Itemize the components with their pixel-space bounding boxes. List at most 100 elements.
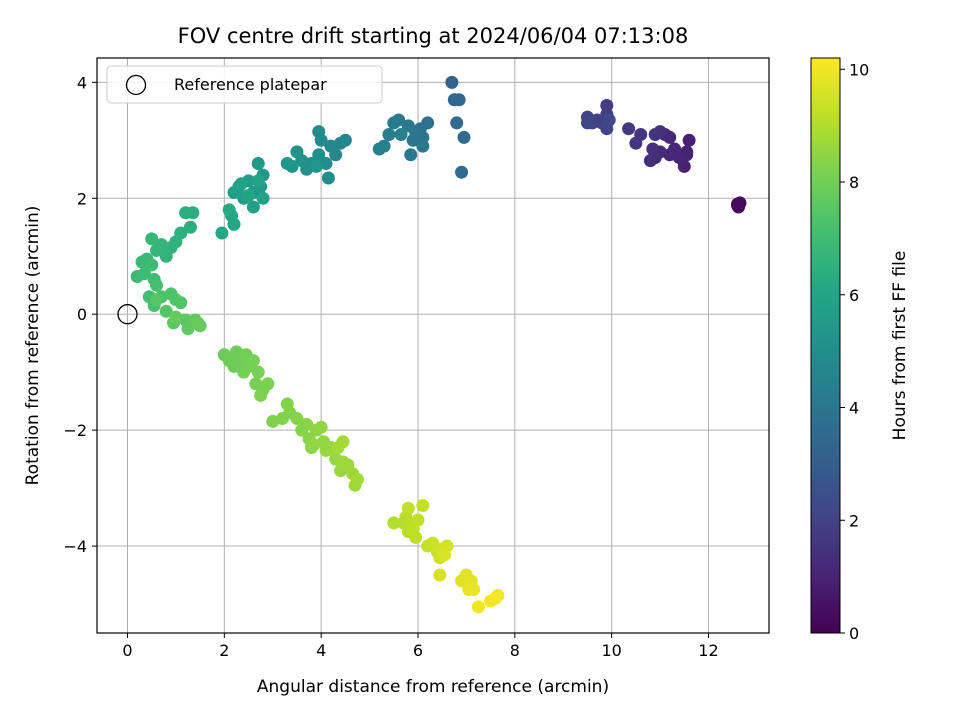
scatter-point: [251, 365, 265, 379]
scatter-point: [234, 177, 248, 191]
scatter-point: [680, 145, 694, 159]
x-tick-label: 10: [601, 641, 621, 660]
scatter-point: [682, 133, 696, 147]
x-tick-label: 4: [316, 641, 326, 660]
scatter-point: [145, 232, 159, 246]
data-points: [130, 75, 747, 614]
scatter-point: [409, 530, 423, 544]
y-tick-label: 2: [77, 189, 87, 208]
y-tick-label: 4: [77, 73, 87, 92]
scatter-point: [290, 412, 304, 426]
scatter-point: [416, 498, 430, 512]
scatter-point: [445, 75, 459, 89]
colorbar-tick-label: 4: [849, 399, 859, 418]
scatter-point: [394, 128, 408, 142]
scatter-point: [731, 198, 745, 212]
x-tick-label: 6: [413, 641, 423, 660]
scatter-point: [491, 588, 505, 602]
scatter-point: [183, 220, 197, 234]
x-axis-ticks: 0 2 4 6 8 10 12: [122, 633, 719, 660]
scatter-point: [314, 420, 328, 434]
x-tick-label: 2: [219, 641, 229, 660]
scatter-point: [159, 249, 173, 263]
scatter-point: [246, 354, 260, 368]
scatter-point: [251, 174, 265, 188]
chart-title: FOV centre drift starting at 2024/06/04 …: [178, 24, 689, 48]
scatter-point: [646, 142, 660, 156]
scatter-point: [191, 316, 205, 330]
scatter-point: [472, 600, 486, 614]
scatter-point: [242, 188, 256, 202]
y-tick-label: 0: [77, 305, 87, 324]
scatter-point: [254, 388, 268, 402]
scatter-point: [169, 310, 183, 324]
scatter-point: [150, 278, 164, 292]
scatter-point: [643, 154, 657, 168]
y-axis-label: Rotation from reference (arcmin): [23, 206, 43, 486]
scatter-point: [324, 139, 338, 153]
scatter-point: [648, 128, 662, 142]
scatter-point: [181, 322, 195, 336]
scatter-point: [622, 122, 636, 136]
colorbar-label: Hours from first FF file: [890, 251, 910, 441]
scatter-point: [237, 365, 251, 379]
scatter-point: [215, 226, 229, 240]
colorbar-tick-label: 10: [849, 60, 869, 79]
colorbar-tick-label: 6: [849, 286, 859, 305]
scatter-point: [300, 417, 314, 431]
scatter-point: [602, 113, 616, 127]
y-axis-ticks: −4 −2 0 2 4: [63, 73, 97, 556]
scatter-point: [401, 119, 415, 133]
legend-entry-label: Reference platepar: [174, 75, 327, 94]
scatter-point: [416, 139, 430, 153]
colorbar-tick-label: 0: [849, 624, 859, 643]
scatter-point: [457, 130, 471, 144]
x-tick-label: 8: [510, 641, 520, 660]
scatter-point: [629, 136, 643, 150]
scatter-point: [150, 293, 164, 307]
scatter-point: [312, 148, 326, 162]
scatter-point: [312, 125, 326, 139]
scatter-point: [321, 171, 335, 185]
scatter-point: [159, 304, 173, 318]
scatter-point: [246, 200, 260, 214]
scatter-point: [150, 243, 164, 257]
scatter-point: [137, 267, 151, 281]
plot-frame: [96, 57, 770, 634]
scatter-point: [227, 359, 241, 373]
colorbar: [810, 57, 841, 634]
scatter-point: [580, 116, 594, 130]
scatter-point: [280, 156, 294, 170]
reference-platepar-marker: [117, 304, 138, 325]
scatter-point: [261, 377, 275, 391]
x-tick-label: 0: [122, 641, 132, 660]
scatter-point: [450, 116, 464, 130]
scatter-point: [145, 258, 159, 272]
scatter-point: [452, 93, 466, 107]
x-tick-label: 12: [698, 641, 718, 660]
scatter-point: [227, 217, 241, 231]
colorbar-tick-label: 2: [849, 511, 859, 530]
scatter-point: [433, 568, 447, 582]
scatter-point: [309, 159, 323, 173]
scatter-point: [663, 130, 677, 144]
y-tick-label: −2: [63, 421, 87, 440]
scatter-point: [290, 145, 304, 159]
scatter-point: [179, 206, 193, 220]
legend-reference-marker: [125, 74, 147, 96]
scatter-point: [256, 191, 270, 205]
x-axis-label: Angular distance from reference (arcmin): [257, 677, 609, 697]
scatter-point: [382, 128, 396, 142]
y-tick-label: −4: [63, 537, 87, 556]
reference-point: [117, 304, 138, 325]
scatter-point: [467, 583, 481, 597]
scatter-point: [438, 548, 452, 562]
scatter-point: [251, 156, 265, 170]
scatter-point: [401, 501, 415, 515]
scatter-point: [336, 435, 350, 449]
scatter-point: [387, 116, 401, 130]
scatter-point: [411, 513, 425, 527]
legend: Reference platepar: [106, 65, 383, 104]
scatter-point: [406, 133, 420, 147]
